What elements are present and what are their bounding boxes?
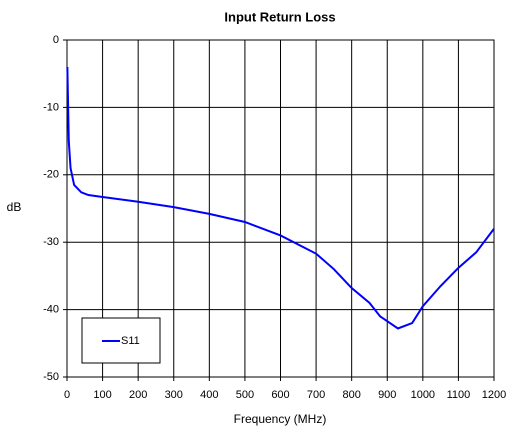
series-line [66, 66, 495, 330]
x-tick-label: 900 [378, 389, 396, 401]
plot-border [66, 39, 495, 378]
x-tick-label: 800 [342, 389, 360, 401]
x-tick-label: 400 [200, 389, 218, 401]
y-tick-label: -20 [43, 169, 59, 181]
y-tick-label: 0 [53, 34, 59, 46]
y-tick-label: -40 [43, 304, 59, 316]
x-tick-label: 600 [271, 389, 289, 401]
x-tick-label: 0 [64, 389, 70, 401]
x-tick-label: 1200 [482, 389, 506, 401]
x-tick-label: 200 [129, 389, 147, 401]
x-tick-label: 1100 [447, 389, 471, 401]
legend-box [81, 317, 161, 364]
y-tick-label: -30 [43, 236, 59, 248]
chart-title: Input Return Loss [224, 9, 335, 24]
legend-label: S11 [121, 335, 140, 347]
x-axis-label: Frequency (MHz) [234, 412, 327, 426]
y-axis-label: dB [7, 200, 22, 214]
x-tick-label: 1000 [411, 389, 435, 401]
x-tick-label: 300 [165, 389, 183, 401]
x-tick-label: 100 [93, 389, 111, 401]
y-tick-label: -50 [43, 371, 59, 383]
x-tick-label: 700 [307, 389, 325, 401]
y-tick-label: -10 [43, 101, 59, 113]
x-tick-label: 500 [236, 389, 254, 401]
